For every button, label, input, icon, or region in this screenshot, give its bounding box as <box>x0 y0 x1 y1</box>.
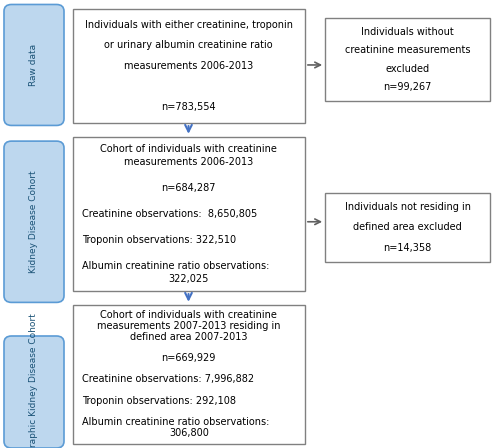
Text: Kidney Disease Cohort: Kidney Disease Cohort <box>30 170 38 273</box>
Text: Geographic Kidney Disease Cohort: Geographic Kidney Disease Cohort <box>30 313 38 448</box>
Text: Albumin creatinine ratio observations:: Albumin creatinine ratio observations: <box>82 417 270 427</box>
Text: excluded: excluded <box>386 64 430 73</box>
Text: n=14,358: n=14,358 <box>384 242 432 253</box>
Text: 306,800: 306,800 <box>169 428 208 438</box>
Text: Individuals not residing in: Individuals not residing in <box>344 202 470 212</box>
Text: n=99,267: n=99,267 <box>384 82 432 92</box>
Text: Troponin observations: 292,108: Troponin observations: 292,108 <box>82 396 236 406</box>
Text: Creatinine observations:  8,650,805: Creatinine observations: 8,650,805 <box>82 209 258 219</box>
Text: or urinary albumin creatinine ratio: or urinary albumin creatinine ratio <box>104 40 273 50</box>
Text: 322,025: 322,025 <box>168 274 209 284</box>
Text: Troponin observations: 322,510: Troponin observations: 322,510 <box>82 235 236 245</box>
FancyBboxPatch shape <box>72 305 305 444</box>
Text: measurements 2007-2013 residing in: measurements 2007-2013 residing in <box>97 321 280 331</box>
Text: Cohort of individuals with creatinine: Cohort of individuals with creatinine <box>100 143 277 154</box>
Text: measurements 2006-2013: measurements 2006-2013 <box>124 157 254 167</box>
Text: Albumin creatinine ratio observations:: Albumin creatinine ratio observations: <box>82 261 270 271</box>
Text: creatinine measurements: creatinine measurements <box>345 45 470 55</box>
Text: n=669,929: n=669,929 <box>162 353 216 363</box>
Text: n=783,554: n=783,554 <box>162 103 216 112</box>
Text: Individuals with either creatinine, troponin: Individuals with either creatinine, trop… <box>85 20 293 30</box>
Text: defined area 2007-2013: defined area 2007-2013 <box>130 332 248 342</box>
FancyBboxPatch shape <box>4 4 64 125</box>
Text: defined area excluded: defined area excluded <box>353 222 462 233</box>
FancyBboxPatch shape <box>325 18 490 101</box>
Text: Individuals without: Individuals without <box>361 26 454 37</box>
Text: Cohort of individuals with creatinine: Cohort of individuals with creatinine <box>100 310 277 320</box>
FancyBboxPatch shape <box>4 141 64 302</box>
Text: Creatinine observations: 7,996,882: Creatinine observations: 7,996,882 <box>82 375 254 384</box>
FancyBboxPatch shape <box>72 9 305 123</box>
FancyBboxPatch shape <box>72 137 305 291</box>
Text: Raw data: Raw data <box>30 44 38 86</box>
FancyBboxPatch shape <box>325 193 490 262</box>
FancyBboxPatch shape <box>4 336 64 448</box>
Text: measurements 2006-2013: measurements 2006-2013 <box>124 61 254 71</box>
Text: n=684,287: n=684,287 <box>162 183 216 193</box>
